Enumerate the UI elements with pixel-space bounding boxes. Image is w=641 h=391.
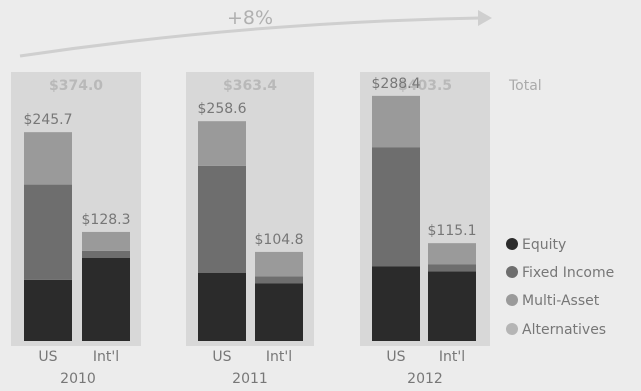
bar-total-label-us-2010: $245.7 — [24, 112, 73, 128]
x-tick-us-2012: US — [386, 349, 405, 365]
x-tick-us-2010: US — [38, 349, 57, 365]
year-label-2012: 2012 — [407, 371, 443, 387]
bar-total-label-intl-2011: $104.8 — [255, 232, 304, 248]
bar-segment-fixed-income-us-2012 — [372, 147, 420, 267]
bars — [24, 95, 476, 341]
legend-item-fixed-income: Fixed Income — [506, 265, 614, 281]
growth-arrow-line — [19, 16, 481, 58]
bar-segment-fixed-income-intl-2010 — [82, 250, 130, 258]
bar-segment-multi-asset-intl-2011 — [255, 251, 303, 277]
legend-label-equity: Equity — [522, 237, 566, 253]
total-value-2011: $363.4 — [223, 78, 277, 94]
bar-segment-equity-us-2011 — [198, 273, 246, 341]
total-labels: $374.0 $363.4 $403.5 Total — [49, 78, 542, 94]
bar-segment-equity-intl-2012 — [428, 271, 476, 341]
x-tick-intl-2011: Int'l — [266, 349, 292, 365]
legend-label-alternatives: Alternatives — [522, 322, 606, 338]
year-label-2011: 2011 — [232, 371, 268, 387]
growth-arrow-head — [478, 10, 492, 26]
legend-swatch-fixed-income — [506, 266, 518, 278]
legend-item-multi-asset: Multi-Asset — [506, 293, 600, 309]
growth-arrow: +8% — [19, 7, 492, 58]
total-value-2010: $374.0 — [49, 78, 103, 94]
bar-segment-multi-asset-us-2012 — [372, 95, 420, 148]
legend-swatch-equity — [506, 238, 518, 250]
bar-total-label-us-2012: $288.4 — [372, 76, 421, 92]
legend-swatch-alternatives — [506, 323, 518, 335]
bar-segment-multi-asset-us-2011 — [198, 121, 246, 166]
bar-segment-equity-intl-2011 — [255, 283, 303, 341]
bar-segment-multi-asset-us-2010 — [24, 132, 72, 185]
bar-segment-fixed-income-us-2011 — [198, 165, 246, 273]
bar-value-labels: $245.7 $128.3 $258.6 $104.8 $288.4 $115.1 — [24, 76, 477, 248]
total-value-2012: $403.5 — [398, 78, 452, 94]
x-tick-us-2011: US — [212, 349, 231, 365]
bar-segment-equity-intl-2010 — [82, 257, 130, 341]
bar-segment-equity-us-2012 — [372, 266, 420, 341]
legend-item-alternatives: Alternatives — [506, 322, 606, 338]
legend: Equity Fixed Income Multi-Asset Alternat… — [506, 237, 614, 338]
legend-item-equity: Equity — [506, 237, 566, 253]
bar-segment-equity-us-2010 — [24, 279, 72, 341]
legend-swatch-multi-asset — [506, 294, 518, 306]
x-tick-intl-2010: Int'l — [93, 349, 119, 365]
growth-label: +8% — [227, 7, 273, 29]
bar-segment-fixed-income-intl-2012 — [428, 264, 476, 272]
bar-segment-multi-asset-intl-2010 — [82, 231, 130, 251]
legend-label-fixed-income: Fixed Income — [522, 265, 614, 281]
legend-label-multi-asset: Multi-Asset — [522, 293, 600, 309]
x-axis: US Int'l US Int'l US Int'l 2010 2011 201… — [38, 349, 465, 387]
bar-total-label-us-2011: $258.6 — [198, 101, 247, 117]
total-header: Total — [508, 78, 542, 94]
bar-segment-multi-asset-intl-2012 — [428, 243, 476, 265]
bar-total-label-intl-2012: $115.1 — [428, 223, 477, 239]
bar-total-label-intl-2010: $128.3 — [82, 212, 131, 228]
bar-segment-fixed-income-us-2010 — [24, 184, 72, 280]
bar-segment-fixed-income-intl-2011 — [255, 276, 303, 284]
year-label-2010: 2010 — [60, 371, 96, 387]
x-tick-intl-2012: Int'l — [439, 349, 465, 365]
